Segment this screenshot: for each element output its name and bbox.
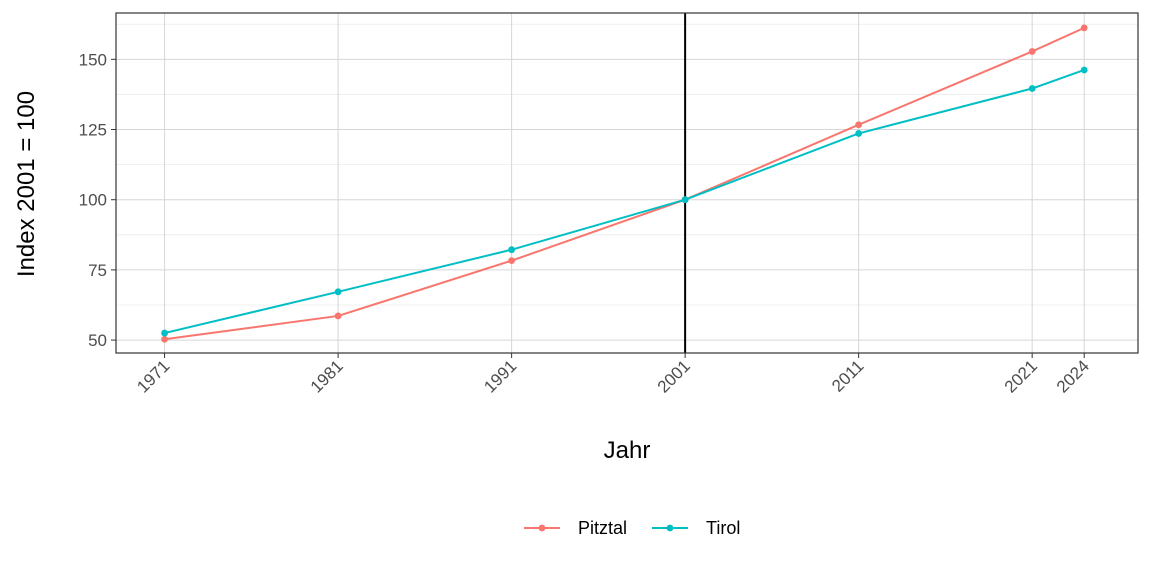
series-tirol (161, 66, 1088, 337)
x-axis-title: Jahr (604, 437, 651, 464)
data-point-tirol (161, 329, 168, 337)
legend-item-tirol: Tirol (652, 518, 740, 538)
legend-label: Pitztal (578, 518, 627, 538)
panel-border (115, 12, 1139, 354)
y-axis: 50 75 100 125 150 (79, 50, 116, 350)
data-point-tirol (508, 246, 516, 254)
data-point-pitztal (1080, 24, 1088, 32)
y-axis-title: Index 2001 = 100 (13, 91, 40, 277)
legend-key-point (538, 524, 546, 532)
data-point-tirol (1080, 66, 1088, 74)
legend-label: Tirol (706, 518, 740, 538)
y-tick-label: 75 (88, 261, 107, 280)
legend-key-point (666, 524, 674, 532)
y-tick-label: 150 (79, 50, 107, 69)
legend: Pitztal Tirol (524, 518, 740, 538)
data-point-pitztal (161, 335, 168, 343)
data-point-tirol (681, 196, 689, 204)
y-tick-label: 50 (88, 331, 107, 350)
y-tick-label: 100 (79, 191, 107, 210)
data-point-pitztal (1028, 48, 1036, 55)
y-tick-label: 125 (79, 121, 107, 140)
data-point-pitztal (334, 312, 342, 320)
data-point-tirol (1028, 85, 1036, 92)
data-point-pitztal (855, 121, 863, 129)
plot-panel (115, 12, 1139, 354)
data-point-tirol (334, 288, 342, 296)
legend-item-pitztal: Pitztal (524, 518, 627, 538)
data-point-tirol (855, 130, 863, 137)
data-point-pitztal (508, 257, 516, 265)
